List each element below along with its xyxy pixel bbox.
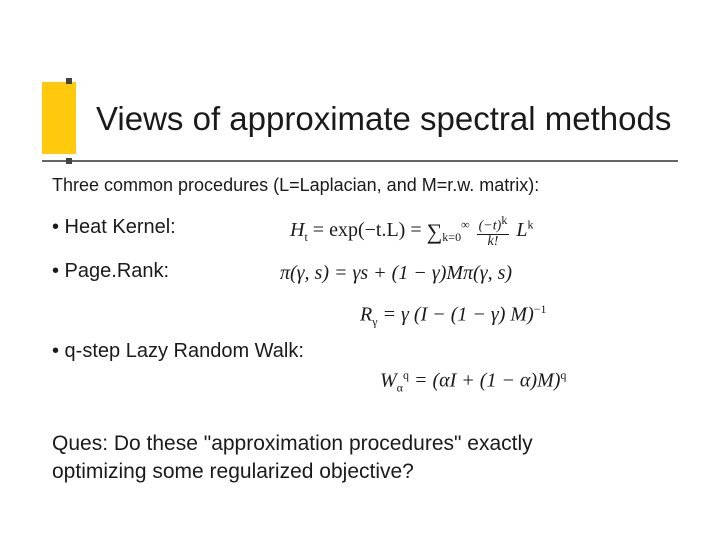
- title-accent-block: [42, 82, 76, 154]
- bullet-pagerank: • Page.Rank:: [52, 260, 169, 283]
- heat-tail: L: [516, 219, 527, 241]
- bullet-heat-kernel: • Heat Kernel:: [52, 216, 176, 239]
- heat-lhs: H: [290, 219, 304, 241]
- lazy-tail-sup: q: [560, 368, 566, 382]
- accent-notch-bottom: [66, 158, 72, 164]
- heat-frac-den: k!: [477, 235, 510, 249]
- formula-pagerank-resolvent: Rγ = γ (I − (1 − γ) M)−1: [360, 302, 547, 330]
- formula-heat-kernel: Ht = exp(−t.L) = ∑k=0∞ (−t)k k! Lk: [290, 214, 533, 249]
- pr2-sup: −1: [534, 302, 547, 316]
- pr2-lhs: R: [360, 304, 372, 326]
- question-line-2: optimizing some regularized objective?: [52, 460, 414, 483]
- heat-sum-hi: ∞: [461, 217, 470, 231]
- question-text: Ques: Do these "approximation procedures…: [52, 430, 652, 487]
- accent-notch-top: [66, 78, 72, 84]
- bullet-lazy-walk: • q-step Lazy Random Walk:: [52, 340, 304, 363]
- heat-frac-num: (−t): [479, 219, 502, 234]
- heat-tail-sup: k: [527, 217, 533, 231]
- title-underline: [42, 160, 678, 162]
- heat-sum-lo: k=0: [442, 230, 461, 244]
- intro-text: Three common procedures (L=Laplacian, an…: [52, 175, 539, 196]
- pr2-body: = γ (I − (1 − γ) M): [378, 304, 534, 326]
- lazy-sub: α: [397, 381, 403, 395]
- heat-eq: = exp(−t.L) =: [308, 219, 427, 241]
- heat-fraction: (−t)k k!: [477, 214, 510, 249]
- formula-pagerank: π(γ, s) = γs + (1 − γ)Mπ(γ, s): [280, 262, 512, 285]
- sum-icon: ∑: [427, 219, 443, 245]
- formula-lazy-walk: Wαq = (αI + (1 − α)M)q: [380, 368, 566, 396]
- lazy-lhs: W: [380, 370, 397, 392]
- slide-title: Views of approximate spectral methods: [96, 100, 671, 138]
- lazy-body: = (αI + (1 − α)M): [409, 370, 560, 392]
- heat-frac-num-sup: k: [501, 213, 507, 227]
- question-line-1: Ques: Do these "approximation procedures…: [52, 432, 533, 455]
